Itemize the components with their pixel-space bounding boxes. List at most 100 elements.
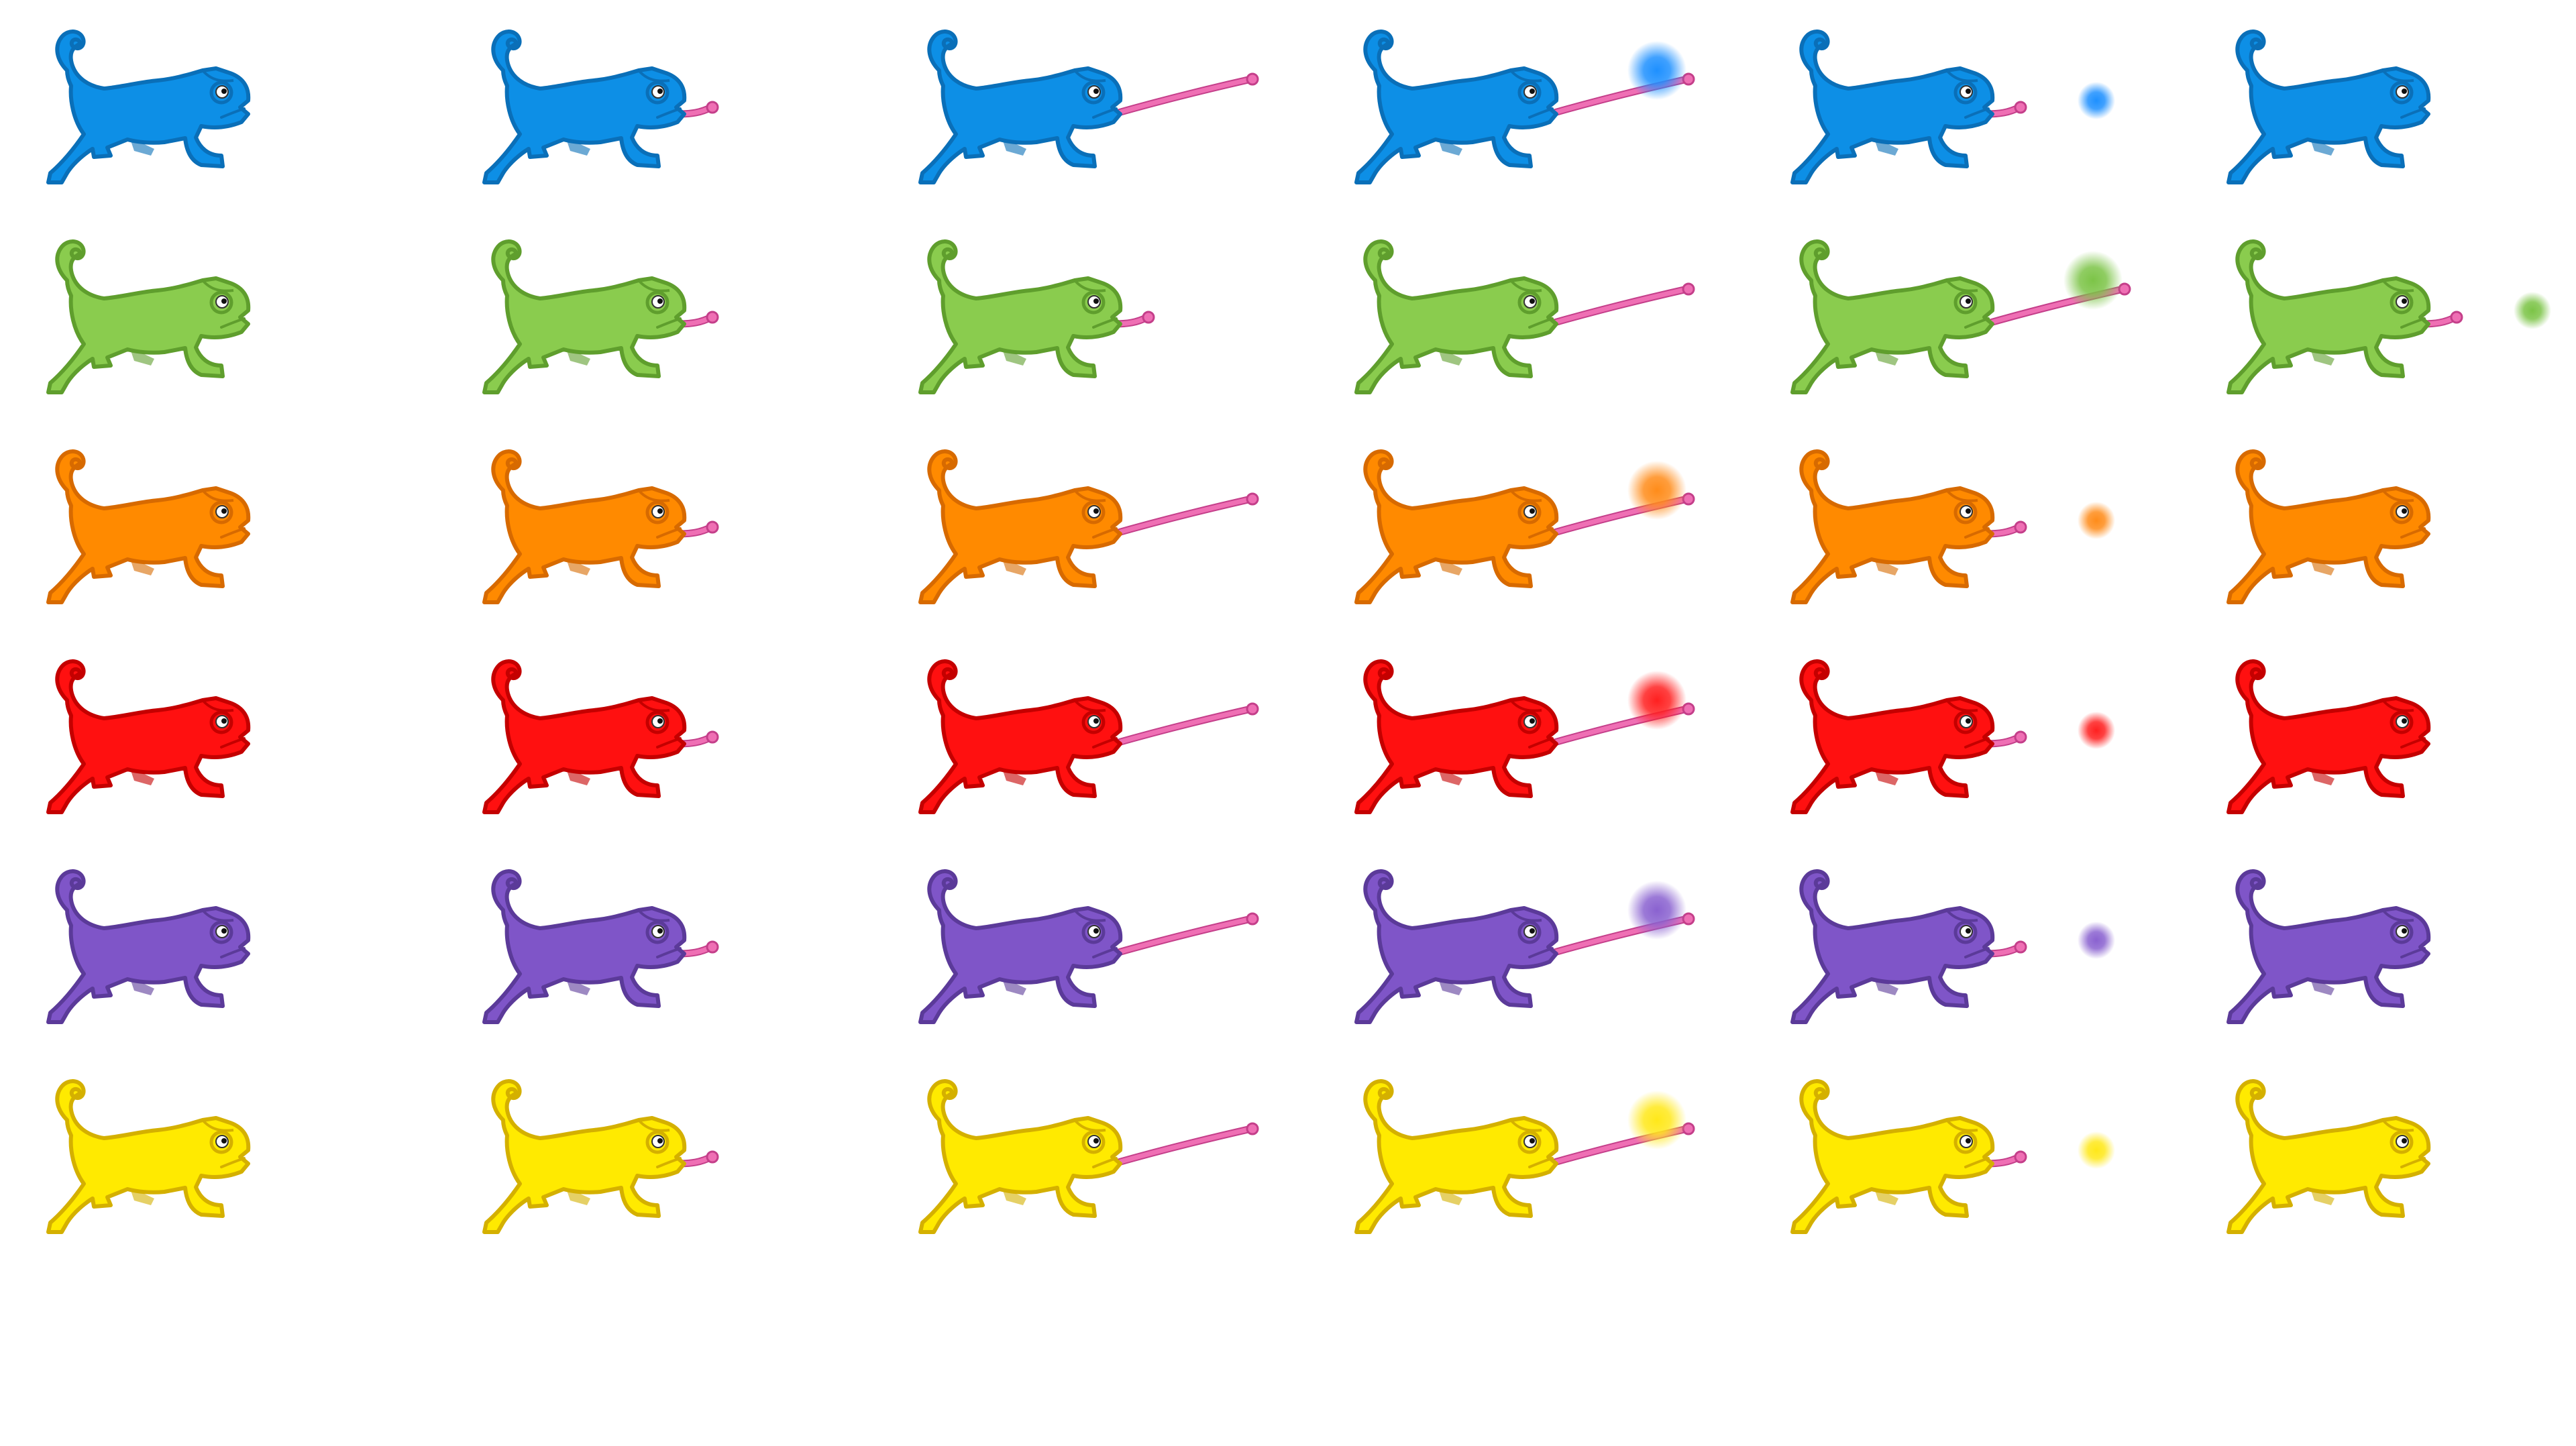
chameleon-body xyxy=(46,239,251,394)
chameleon-sprite-green-idle-after xyxy=(2200,217,2576,425)
chameleon-sprite-red-tongue-catch xyxy=(1328,636,1758,844)
chameleon-icon xyxy=(1354,869,1695,1024)
tongue-tip xyxy=(1246,912,1259,926)
mouth xyxy=(2400,1157,2426,1168)
far-leg xyxy=(131,1190,154,1205)
far-leg xyxy=(1003,351,1026,366)
chameleon-body xyxy=(482,659,687,814)
pupil xyxy=(1966,508,1971,514)
head-crest xyxy=(2381,909,2414,922)
glow-orb xyxy=(2078,502,2115,539)
tongue-tip xyxy=(1246,492,1259,506)
pupil xyxy=(2402,1138,2407,1144)
chameleon-body xyxy=(1354,869,1559,1024)
tongue-tip xyxy=(706,730,719,744)
head-crest xyxy=(1509,699,1542,712)
mouth xyxy=(220,947,246,958)
head-crest xyxy=(201,1119,234,1132)
chameleon-icon xyxy=(2226,239,2551,394)
pupil xyxy=(657,508,663,514)
head-crest xyxy=(1073,279,1106,292)
chameleon-body xyxy=(918,449,1123,604)
head-crest xyxy=(201,279,234,292)
far-leg xyxy=(131,141,154,156)
mouth xyxy=(656,527,682,539)
chameleon-sprite-red-tongue-peek xyxy=(456,636,885,844)
chameleon-body xyxy=(46,30,251,184)
far-leg xyxy=(1439,1190,1462,1205)
chameleon-icon xyxy=(1790,30,2115,184)
chameleon-icon xyxy=(482,239,719,394)
glow-orb xyxy=(2078,922,2115,959)
pupil xyxy=(1529,89,1535,94)
mouth xyxy=(656,737,682,748)
chameleon-body xyxy=(1790,30,1995,184)
chameleon-body xyxy=(482,869,687,1024)
chameleon-body xyxy=(46,449,251,604)
chameleon-body xyxy=(46,1079,251,1234)
mouth xyxy=(656,107,682,119)
pupil xyxy=(1093,508,1099,514)
chameleon-sprite-orange-idle-after xyxy=(2200,427,2576,634)
chameleon-icon xyxy=(2226,449,2431,604)
head-crest xyxy=(1945,699,1978,712)
glow-orb xyxy=(1627,41,1686,100)
chameleon-sprite-blue-tongue-catch xyxy=(1328,7,1758,215)
mouth xyxy=(1092,317,1118,329)
chameleon-body xyxy=(46,659,251,814)
pupil xyxy=(1529,1138,1535,1144)
mouth xyxy=(1964,317,1990,329)
far-leg xyxy=(131,771,154,785)
tongue xyxy=(1111,76,1254,117)
glow-orb xyxy=(1627,671,1686,730)
chameleon-icon xyxy=(1790,1079,2115,1234)
mouth xyxy=(1528,107,1554,119)
pupil xyxy=(2402,508,2407,514)
chameleon-sprite-green-tongue-extend xyxy=(892,217,1322,425)
chameleon-icon xyxy=(918,239,1155,394)
pupil xyxy=(221,718,227,724)
tongue-tip xyxy=(1246,1122,1259,1135)
far-leg xyxy=(1003,561,1026,575)
chameleon-body xyxy=(1354,239,1559,394)
pupil xyxy=(1966,718,1971,724)
pupil xyxy=(221,928,227,934)
head-crest xyxy=(1073,699,1106,712)
chameleon-sprite-green-tongue-retract xyxy=(1764,217,2194,425)
chameleon-sprite-blue-tongue-peek xyxy=(456,7,885,215)
head-crest xyxy=(1945,1119,1978,1132)
mouth xyxy=(2400,947,2426,958)
mouth xyxy=(656,1157,682,1168)
chameleon-body xyxy=(2226,30,2431,184)
mouth xyxy=(1528,947,1554,958)
head-crest xyxy=(2381,69,2414,82)
tongue-tip xyxy=(2014,940,2027,954)
chameleon-icon xyxy=(46,239,251,394)
chameleon-icon xyxy=(46,1079,251,1234)
head-crest xyxy=(2381,279,2414,292)
far-leg xyxy=(1439,351,1462,366)
head-crest xyxy=(1945,489,1978,502)
mouth xyxy=(1964,947,1990,958)
pupil xyxy=(657,928,663,934)
head-crest xyxy=(2381,699,2414,712)
chameleon-icon xyxy=(1354,30,1695,184)
mouth xyxy=(1528,317,1554,329)
chameleon-body xyxy=(2226,449,2431,604)
chameleon-sprite-green-tongue-peek xyxy=(456,217,885,425)
glow-orb xyxy=(2063,251,2123,310)
far-leg xyxy=(1875,561,1898,575)
chameleon-icon xyxy=(1790,869,2115,1024)
tongue-tip xyxy=(2014,1150,2027,1164)
far-leg xyxy=(2311,561,2334,575)
chameleon-icon xyxy=(46,449,251,604)
chameleon-sprite-orange-tongue-retract xyxy=(1764,427,2194,634)
far-leg xyxy=(131,561,154,575)
glow-orb xyxy=(2078,1131,2115,1169)
chameleon-sprite-purple-tongue-retract xyxy=(1764,846,2194,1054)
chameleon-sprite-orange-tongue-catch xyxy=(1328,427,1758,634)
pupil xyxy=(657,298,663,304)
mouth xyxy=(220,317,246,329)
tongue xyxy=(1111,916,1254,956)
